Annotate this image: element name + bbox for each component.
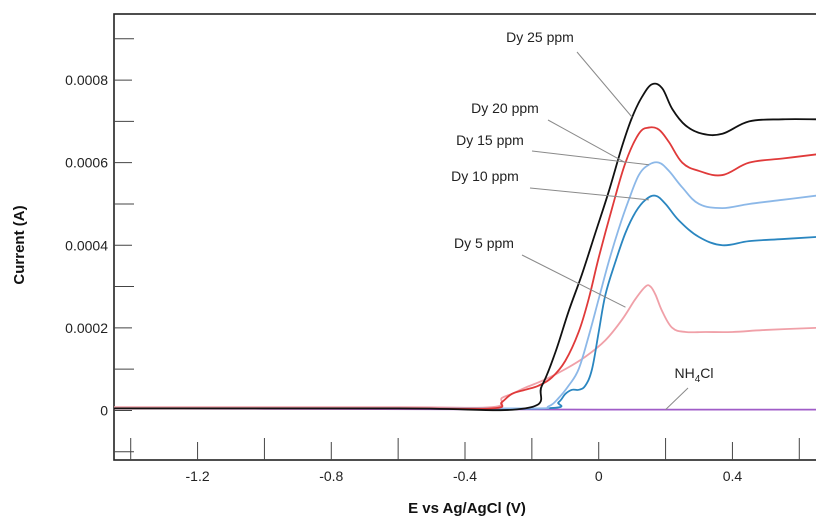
chart-annotations: Dy 25 ppm Dy 20 ppm Dy 15 ppm Dy 10 ppm Dy 5…	[451, 29, 714, 410]
series-label-dy-5-ppm: Dy 5 ppm	[454, 235, 514, 251]
series-label-dy-15-ppm: Dy 15 ppm	[456, 132, 524, 148]
series-label-dy-20-ppm: Dy 20 ppm	[471, 100, 539, 116]
chart-axes	[113, 13, 816, 461]
leader-line-dy-15-ppm	[531, 150, 649, 166]
x-tick-label: 0.4	[723, 468, 743, 484]
x-tick-label: -0.8	[319, 468, 343, 484]
y-tick-label: 0	[100, 402, 108, 418]
chart-ticks: -1.2 -0.8 -0.4 0 0.4 0 0.0002 0.0004 0.0006 0.000…	[65, 38, 800, 484]
plot-frame	[113, 13, 816, 461]
series-line-dy-20-ppm	[114, 126, 816, 410]
chart-series	[114, 82, 816, 412]
y-tick-label: 0.0004	[65, 237, 108, 253]
x-tick-label: -1.2	[186, 468, 210, 484]
leader-line-dy-5-ppm	[521, 254, 626, 308]
leader-line-dy-10-ppm	[529, 187, 649, 201]
series-label-nh4cl: NH4Cl	[674, 365, 713, 385]
series-line-dy-10-ppm	[114, 194, 816, 410]
y-tick-label: 0.0006	[65, 155, 108, 171]
x-tick-label: -0.4	[453, 468, 477, 484]
x-axis-label: E vs Ag/AgCl (V)	[408, 500, 526, 517]
series-line-dy-5-ppm	[114, 284, 816, 409]
series-line-dy-25-ppm	[114, 82, 816, 412]
leader-line-dy-25-ppm	[576, 51, 633, 118]
series-label-dy-10-ppm: Dy 10 ppm	[451, 168, 519, 184]
y-tick-label: 0.0008	[65, 72, 108, 88]
y-tick-label: 0.0002	[65, 320, 108, 336]
x-tick-label: 0	[595, 468, 603, 484]
y-axis-label: Current (A)	[11, 205, 28, 284]
series-line-dy-15-ppm	[114, 161, 816, 410]
series-label-dy-25-ppm: Dy 25 ppm	[506, 29, 574, 45]
leader-line-dy-20-ppm	[547, 119, 626, 164]
leader-line-nh4cl	[665, 387, 689, 410]
